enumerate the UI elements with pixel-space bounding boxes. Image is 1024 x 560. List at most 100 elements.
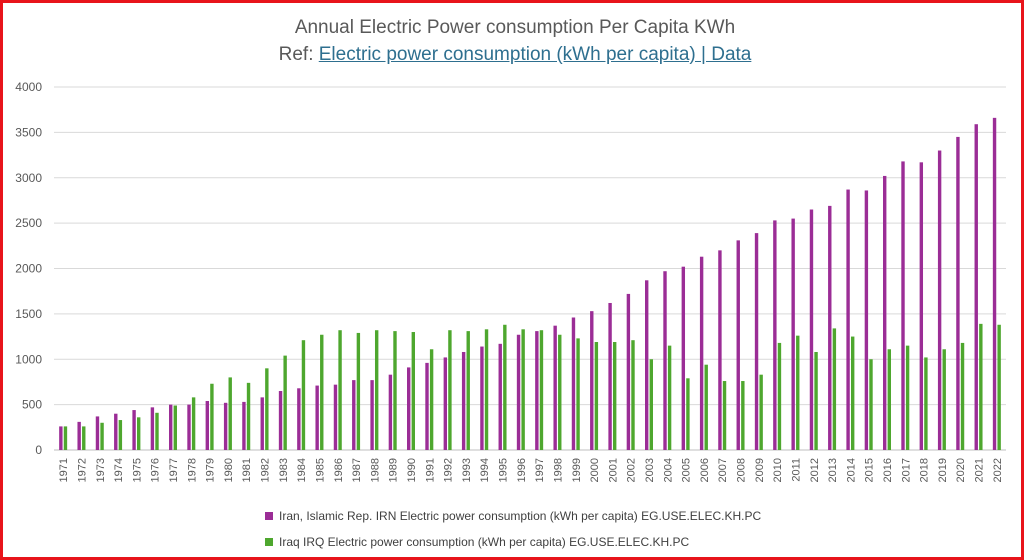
y-tick-label: 0 (35, 443, 42, 457)
x-tick-label: 1983 (278, 458, 290, 482)
bar-iran (864, 190, 869, 450)
bar-iraq (924, 357, 928, 450)
bar-iraq (118, 420, 123, 450)
bar-iraq (558, 334, 562, 450)
bar-iraq (960, 342, 965, 450)
y-tick-label: 1000 (15, 352, 42, 366)
bar-iran (608, 302, 612, 450)
x-tick-label: 1972 (76, 458, 88, 482)
bar-iraq (301, 340, 306, 450)
x-tick-label: 2003 (644, 458, 656, 482)
bar-iran (95, 416, 100, 450)
bar-iraq (905, 345, 910, 450)
legend-swatch-iraq (265, 538, 273, 546)
bar-iraq (741, 381, 745, 450)
bar-iraq (283, 355, 287, 450)
chart-title: Annual Electric Power consumption Per Ca… (294, 17, 736, 38)
x-tick-label: 1989 (388, 458, 400, 482)
bar-iran (919, 162, 924, 450)
bar-iraq (356, 332, 361, 450)
bar-iran (388, 374, 393, 450)
bar-iran (937, 150, 942, 450)
bar-iran (242, 401, 246, 450)
bar-iran (114, 413, 118, 450)
x-tick-label: 2009 (754, 458, 766, 482)
bar-iran (205, 400, 210, 450)
bar-iran (150, 407, 155, 450)
bar-iraq (82, 426, 86, 450)
bar-iraq (649, 359, 653, 450)
x-tick-label: 2004 (662, 458, 674, 482)
bar-iran (645, 280, 649, 450)
x-tick-label: 1990 (406, 458, 418, 482)
bar-iraq (759, 374, 763, 450)
x-tick-label: 2010 (772, 458, 784, 482)
x-tick-label: 2012 (809, 458, 821, 482)
bar-iraq (722, 381, 727, 450)
bar-iraq (411, 332, 415, 450)
y-tick-label: 500 (22, 398, 42, 412)
bar-iran (553, 325, 557, 450)
x-tick-label: 2005 (681, 458, 693, 482)
bar-iran (828, 205, 832, 450)
x-tick-label: 2001 (607, 458, 619, 482)
bar-iran (626, 293, 631, 450)
bar-iran (278, 391, 283, 450)
y-tick-label: 2500 (15, 216, 42, 230)
x-tick-label: 1995 (498, 458, 510, 482)
bar-iran (974, 124, 978, 451)
x-tick-label: 1999 (571, 458, 583, 482)
bar-iran (443, 357, 448, 450)
bar-iran (352, 380, 356, 450)
bar-iran (535, 331, 539, 450)
bar-iran (718, 250, 722, 450)
bar-iran (883, 175, 887, 450)
bar-iran (901, 161, 905, 451)
x-tick-label: 1982 (260, 458, 272, 482)
bar-iraq (228, 377, 232, 450)
x-tick-label: 1984 (296, 458, 308, 482)
x-tick-label: 1992 (443, 458, 455, 482)
y-tick-label: 4000 (15, 80, 42, 94)
bar-iraq (210, 383, 214, 450)
bar-iran (791, 218, 795, 450)
x-tick-label: 2008 (736, 458, 748, 482)
legend-item-iraq: Iraq IRQ Electric power consumption (kWh… (265, 535, 689, 549)
bar-iraq (942, 349, 946, 450)
x-tick-label: 1973 (95, 458, 107, 482)
x-tick-label: 1991 (424, 458, 436, 482)
bar-iraq (63, 426, 68, 450)
bar-iran (333, 384, 338, 450)
bar-iraq (246, 382, 251, 450)
x-tick-label: 1981 (241, 458, 253, 482)
bar-iran (425, 362, 429, 450)
bar-iran (498, 343, 502, 450)
x-tick-label: 2016 (882, 458, 894, 482)
bar-iraq (686, 378, 690, 450)
y-tick-label: 1500 (15, 307, 42, 321)
legend-swatch-iran (265, 512, 273, 520)
bar-iraq (667, 345, 672, 450)
y-tick-label: 3500 (15, 125, 42, 139)
x-tick-label: 1987 (351, 458, 363, 482)
bar-iraq (979, 323, 983, 450)
bar-iraq (191, 397, 196, 450)
x-tick-label: 1996 (516, 458, 528, 482)
x-tick-label: 1978 (186, 458, 198, 482)
reference-link[interactable]: Electric power consumption (kWh per capi… (318, 44, 752, 65)
x-tick-label: 2021 (974, 458, 986, 482)
bar-iran (315, 385, 319, 450)
bar-iran (187, 404, 191, 450)
bar-iran (663, 271, 667, 450)
reference-prefix: Ref: (278, 44, 319, 65)
bar-iraq (887, 349, 891, 450)
bar-iraq (997, 324, 1001, 450)
bar-iraq (484, 329, 489, 450)
bar-iraq (850, 336, 855, 450)
x-tick-label: 1998 (552, 458, 564, 482)
x-tick-label: 2013 (827, 458, 839, 482)
bar-iran (260, 397, 264, 450)
y-tick-label: 3000 (15, 171, 42, 185)
x-tick-label: 1988 (369, 458, 381, 482)
